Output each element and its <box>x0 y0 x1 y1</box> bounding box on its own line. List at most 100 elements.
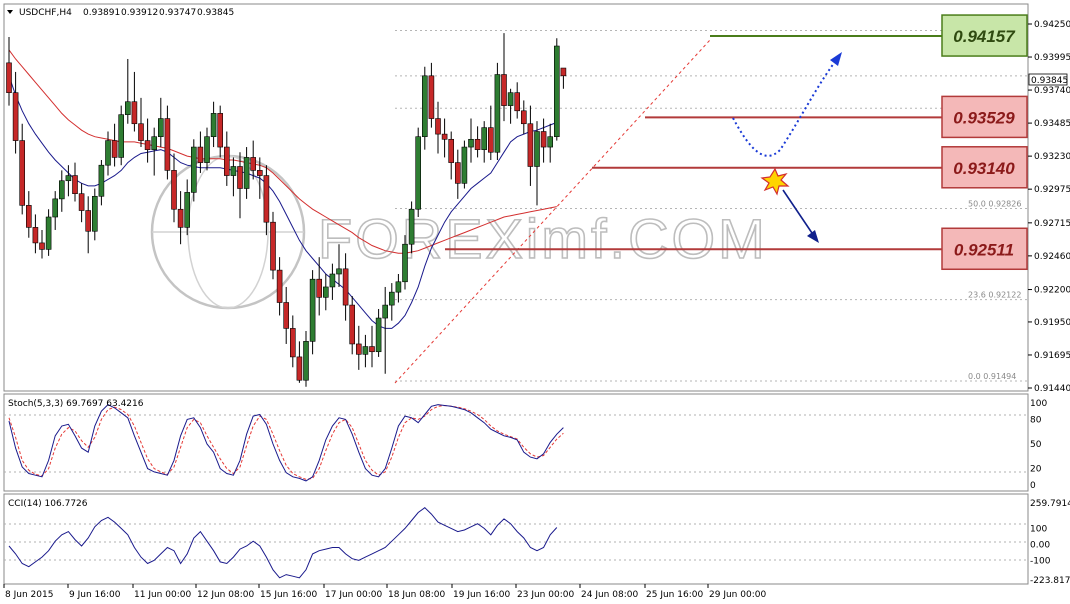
candle <box>461 140 468 189</box>
candle <box>250 140 256 180</box>
candle <box>45 209 52 256</box>
up-arrow-icon <box>830 52 842 66</box>
candle-body <box>474 138 481 150</box>
time-tick-label: 18 Jun 08:00 <box>388 590 445 600</box>
candle-body <box>105 140 111 166</box>
candle-body <box>342 268 349 306</box>
candle <box>355 325 362 370</box>
candle <box>98 160 105 206</box>
dropdown-triangle-icon[interactable] <box>7 10 13 14</box>
candle-body <box>520 110 527 125</box>
candle-body <box>256 170 263 176</box>
fib-label: 23.6 0.92122 <box>968 291 1021 300</box>
candle <box>329 263 336 300</box>
level-value: 0.94157 <box>953 27 1016 46</box>
level-box[interactable]: 0.93529 <box>941 95 1028 139</box>
close-value: 0.93845 <box>197 8 234 18</box>
candle <box>375 308 382 357</box>
candle <box>527 105 534 186</box>
breakout-burst-icon <box>760 167 790 196</box>
candle-body <box>118 114 124 158</box>
resistance-level-box[interactable]: 0.94157 <box>941 14 1028 57</box>
level-box-bg <box>941 146 1028 189</box>
candle-body <box>547 136 554 148</box>
level-value: 0.93140 <box>953 159 1015 178</box>
candle-body <box>45 216 52 250</box>
time-tick-label: 24 Jun 08:00 <box>581 590 638 600</box>
candle-body <box>191 146 197 193</box>
candle-body <box>349 304 356 345</box>
candle-body <box>454 162 461 184</box>
candle-body <box>527 123 534 167</box>
candle <box>111 123 118 167</box>
time-tick-label: 8 Jun 2015 <box>5 590 53 600</box>
price-tick-label: 0.91440 <box>1034 384 1070 394</box>
level-box-bg <box>941 14 1028 57</box>
low-value: 0.93747 <box>159 8 196 18</box>
candle <box>131 71 138 132</box>
candle <box>32 214 39 254</box>
candle <box>369 325 375 368</box>
high-value: 0.93912 <box>121 8 158 18</box>
candle <box>58 170 65 212</box>
candle <box>263 165 270 236</box>
candle <box>494 62 501 161</box>
price-tick-label: 0.93740 <box>1034 86 1070 96</box>
candle-body <box>494 74 501 153</box>
candle <box>454 149 461 199</box>
cci-title: CCI(14) 106.7726 <box>8 499 88 509</box>
candle-body <box>415 136 422 210</box>
cci-line <box>8 507 558 579</box>
candle-body <box>468 138 474 148</box>
candle <box>72 162 78 202</box>
candle-body <box>39 242 45 250</box>
price-tick-label: 0.93485 <box>1034 119 1070 129</box>
bullish-projection-path <box>732 57 839 157</box>
candle-body <box>250 157 256 171</box>
candle-body <box>507 92 514 106</box>
candle-body <box>237 166 243 189</box>
candle-body <box>322 286 329 298</box>
candle <box>540 118 547 163</box>
candle <box>85 196 91 254</box>
candle-body <box>336 268 342 275</box>
current-price-label: 0.93845 <box>1031 76 1068 86</box>
candlestick-series <box>6 33 567 387</box>
level-box[interactable]: 0.92511 <box>941 227 1028 271</box>
candle <box>428 62 435 128</box>
candle-body <box>65 175 72 182</box>
candle-body <box>32 227 39 244</box>
candle <box>553 38 560 141</box>
open-value: 0.93891 <box>83 8 120 18</box>
candle <box>237 152 243 219</box>
stoch-title: Stoch(5,3,3) 69.7697 63.4216 <box>8 399 144 409</box>
candle <box>547 123 554 163</box>
candle <box>217 105 223 158</box>
candle-body <box>6 62 12 93</box>
price-tick-label: 0.92200 <box>1034 286 1070 296</box>
candle <box>204 127 210 171</box>
candle-body <box>283 302 290 329</box>
fib-label: 50.0 0.92826 <box>968 199 1021 208</box>
candle <box>474 126 481 158</box>
candle-body <box>303 341 309 381</box>
candle <box>316 257 323 316</box>
candle-body <box>243 157 250 189</box>
candle-body <box>435 118 441 135</box>
candle <box>435 101 441 154</box>
time-axis: 8 Jun 2015 9 Jun 16:00 11 Jun 00:00 12 Jun … <box>3 584 766 600</box>
candle-body <box>329 273 336 288</box>
cci-tick-label: -223.8171 <box>1030 576 1070 586</box>
candle-body <box>184 192 190 228</box>
candle <box>243 147 250 199</box>
stoch-main-line <box>8 403 564 482</box>
candle-body <box>309 278 316 342</box>
candle <box>421 66 428 150</box>
level-box[interactable]: 0.93140 <box>941 146 1028 189</box>
candle <box>276 257 283 316</box>
candle-body <box>217 113 223 148</box>
candle <box>468 118 474 163</box>
candle <box>177 191 184 245</box>
candle <box>362 334 369 368</box>
candle-body <box>138 123 144 141</box>
